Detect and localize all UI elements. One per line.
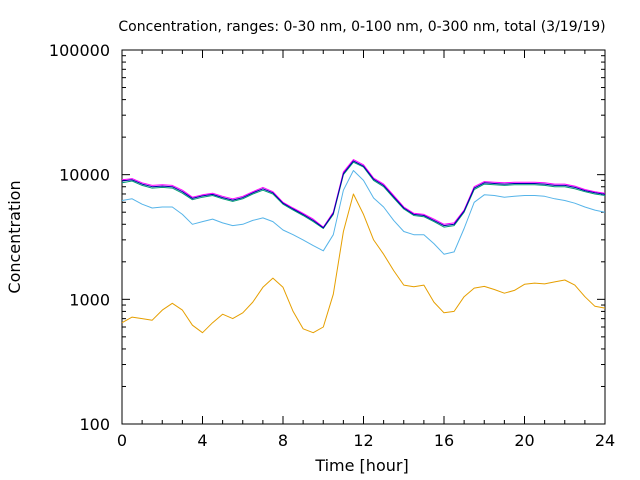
series-line-2 bbox=[121, 170, 606, 255]
x-tick-label: 16 bbox=[434, 431, 454, 450]
y-axis-ticks: 100 1000 10000 100000 bbox=[49, 41, 605, 434]
x-tick-label: 20 bbox=[514, 431, 534, 450]
plot-frame bbox=[121, 49, 606, 425]
plot-area: 0 4 8 12 16 20 24 100 1000 10000 100000 bbox=[49, 41, 615, 450]
y-tick-label: 10000 bbox=[59, 166, 110, 185]
y-minor-ticks bbox=[122, 55, 605, 387]
series-line-1 bbox=[121, 193, 606, 334]
series-line-5 bbox=[121, 160, 606, 229]
x-axis-label: Time [hour] bbox=[314, 456, 408, 475]
y-tick-label: 100000 bbox=[49, 41, 110, 60]
x-tick-label: 0 bbox=[117, 431, 127, 450]
chart-title: Concentration, ranges: 0-30 nm, 0-100 nm… bbox=[118, 19, 605, 35]
y-tick-label: 100 bbox=[79, 415, 110, 434]
y-tick-label: 1000 bbox=[69, 290, 110, 309]
series-line-4 bbox=[121, 159, 606, 228]
series-line-3 bbox=[121, 161, 606, 229]
y-axis-label: Concentration bbox=[5, 180, 24, 293]
x-tick-label: 4 bbox=[197, 431, 207, 450]
series-group bbox=[121, 159, 606, 334]
x-tick-label: 24 bbox=[595, 431, 615, 450]
x-tick-label: 8 bbox=[278, 431, 288, 450]
x-tick-label: 12 bbox=[353, 431, 373, 450]
x-axis-ticks: 0 4 8 12 16 20 24 bbox=[117, 50, 615, 450]
